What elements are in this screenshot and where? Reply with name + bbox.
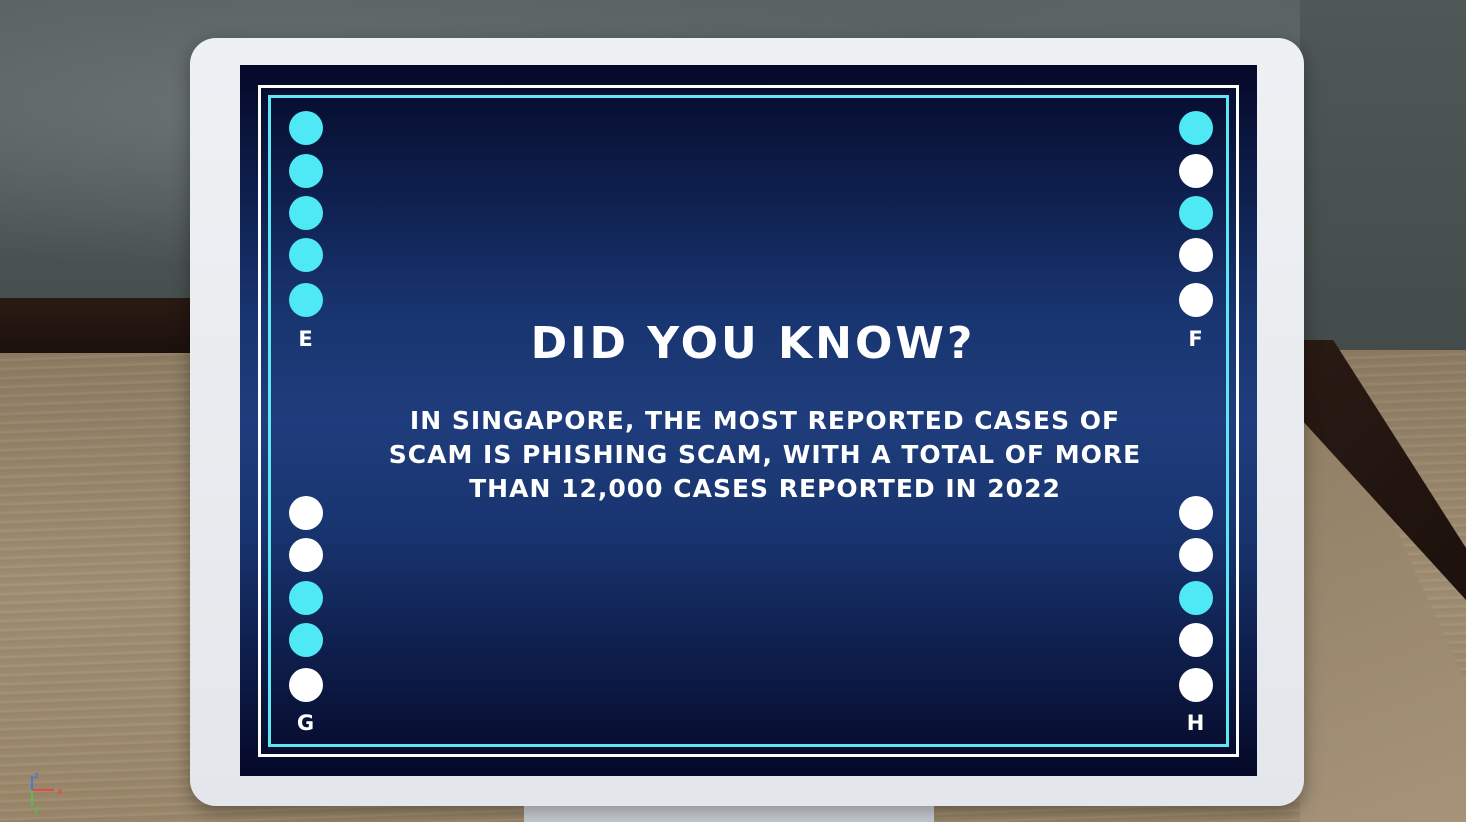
indicator-dot bbox=[289, 581, 323, 615]
did-you-know-title: DID YOU KNOW? bbox=[530, 318, 976, 369]
corner-label-f: F bbox=[1188, 327, 1204, 351]
indicator-dot bbox=[1179, 111, 1213, 145]
monitor-screen bbox=[240, 65, 1257, 776]
indicator-dot bbox=[289, 623, 323, 657]
indicator-dot bbox=[289, 196, 323, 230]
indicator-dot bbox=[1179, 496, 1213, 530]
indicator-dot bbox=[289, 496, 323, 530]
corner-label-h: H bbox=[1186, 711, 1206, 735]
indicator-dot bbox=[289, 111, 323, 145]
screen-frame-outer bbox=[258, 85, 1239, 757]
screen-frame-inner bbox=[268, 95, 1229, 747]
corner-label-e: E bbox=[298, 327, 314, 351]
indicator-dot bbox=[289, 538, 323, 572]
indicator-dot bbox=[1179, 238, 1213, 272]
fact-text: IN SINGAPORE, THE MOST REPORTED CASES OF… bbox=[388, 406, 1142, 503]
indicator-dot bbox=[1179, 581, 1213, 615]
indicator-dot bbox=[1179, 668, 1213, 702]
gizmo-z-label: z bbox=[34, 771, 39, 781]
indicator-dot bbox=[289, 668, 323, 702]
indicator-dot bbox=[1179, 196, 1213, 230]
indicator-dot bbox=[1179, 538, 1213, 572]
indicator-dot bbox=[1179, 154, 1213, 188]
indicator-dot bbox=[289, 283, 323, 317]
corner-label-g: G bbox=[296, 711, 316, 735]
axis-gizmo-icon: z x y bbox=[31, 771, 63, 815]
indicator-dot bbox=[1179, 623, 1213, 657]
indicator-dot bbox=[289, 154, 323, 188]
indicator-dot bbox=[1179, 283, 1213, 317]
gizmo-y-label: y bbox=[34, 805, 40, 815]
gizmo-x-label: x bbox=[57, 787, 63, 797]
indicator-dot bbox=[289, 238, 323, 272]
baseboard-left bbox=[0, 298, 200, 353]
